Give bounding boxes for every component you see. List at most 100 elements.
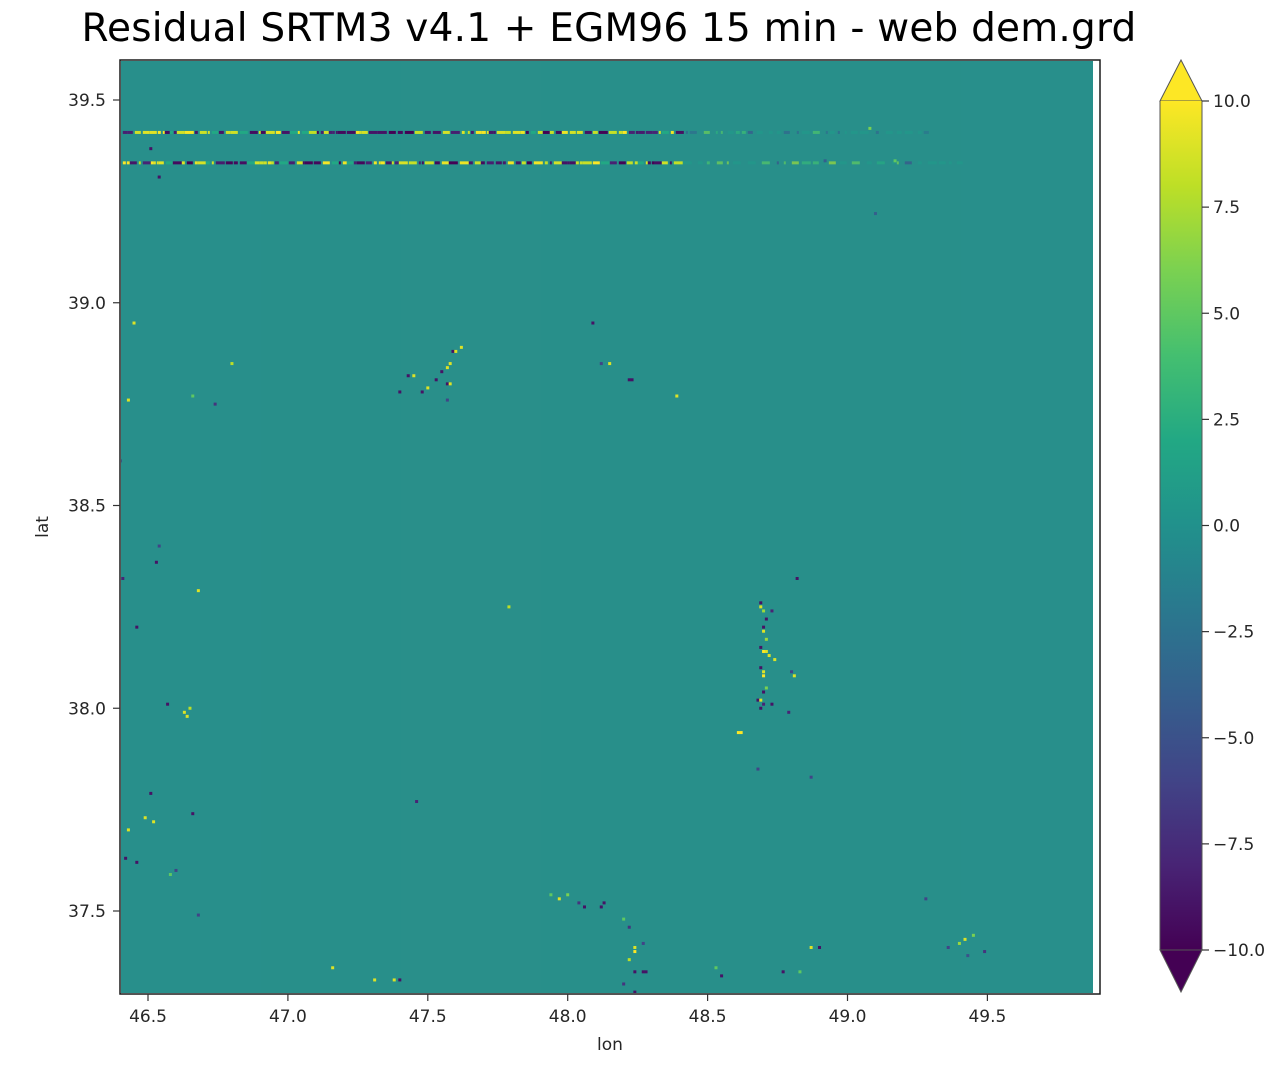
- residual-point: [191, 812, 195, 816]
- residual-point: [633, 945, 637, 949]
- residual-point: [823, 159, 827, 163]
- residual-point: [591, 321, 595, 325]
- residual-point: [818, 945, 822, 949]
- residual-point: [196, 913, 200, 917]
- residual-point: [764, 617, 768, 621]
- residual-point: [154, 560, 158, 564]
- residual-point: [764, 649, 768, 653]
- residual-point: [795, 576, 799, 580]
- residual-points: [121, 126, 987, 993]
- residual-point: [644, 970, 648, 974]
- residual-point: [557, 897, 561, 901]
- residual-point: [627, 925, 631, 929]
- residual-point: [445, 366, 449, 370]
- residual-point: [157, 544, 161, 548]
- residual-point: [759, 601, 763, 605]
- residual-point: [764, 637, 768, 641]
- plot-frame: [119, 59, 1101, 995]
- residual-point: [675, 394, 679, 398]
- colorbar-tick-label: 7.5: [1213, 198, 1240, 218]
- residual-point: [577, 901, 581, 905]
- x-tick-label: 47.0: [269, 1007, 307, 1027]
- residual-point: [412, 374, 416, 378]
- residual-point: [445, 382, 449, 386]
- residual-point: [963, 937, 967, 941]
- y-tick-label: 38.0: [68, 699, 106, 719]
- residual-point: [599, 905, 603, 909]
- residual-point: [759, 698, 763, 702]
- tile-variation: [121, 61, 1093, 993]
- x-tick-label: 49.5: [968, 1007, 1006, 1027]
- residual-point: [762, 690, 766, 694]
- residual-point: [762, 649, 766, 653]
- residual-point: [566, 893, 570, 897]
- residual-point: [398, 978, 402, 982]
- residual-point: [630, 378, 634, 382]
- colorbar-gradient: [1160, 101, 1202, 950]
- residual-point: [781, 970, 785, 974]
- y-tick-label: 39.5: [68, 91, 106, 111]
- x-axis: 46.5 47.0 47.5 48.0 48.5 49.0 49.5: [129, 994, 1006, 1027]
- residual-point: [773, 658, 777, 662]
- residual-point: [126, 828, 130, 832]
- residual-point: [230, 362, 234, 366]
- residual-point: [440, 370, 444, 374]
- chart-title: Residual SRTM3 v4.1 + EGM96 15 min - web…: [81, 6, 1137, 51]
- residual-point: [599, 362, 603, 366]
- residual-point: [798, 970, 802, 974]
- residual-point: [174, 868, 178, 872]
- residual-point: [459, 345, 463, 349]
- residual-point: [770, 702, 774, 706]
- residual-point: [759, 666, 763, 670]
- residual-point: [762, 629, 766, 633]
- residual-point: [641, 941, 645, 945]
- residual-point: [132, 321, 136, 325]
- residual-point: [373, 978, 377, 982]
- residual-point: [182, 710, 186, 714]
- residual-point: [152, 820, 156, 824]
- residual-point: [434, 378, 438, 382]
- residual-point: [868, 126, 872, 130]
- residual-point: [622, 982, 626, 986]
- residual-point: [582, 905, 586, 909]
- residual-point: [946, 945, 950, 949]
- residual-point: [549, 893, 553, 897]
- residual-point: [121, 576, 125, 580]
- residual-point: [451, 349, 455, 353]
- residual-point: [185, 714, 189, 718]
- colorbar-tick-label: 10.0: [1213, 92, 1251, 112]
- residual-point: [633, 950, 637, 954]
- colorbar-tick-label: 0.0: [1213, 517, 1240, 537]
- residual-point: [445, 398, 449, 402]
- residual-point: [622, 917, 626, 921]
- residual-point: [627, 378, 631, 382]
- colorbar-extend-min: [1159, 949, 1203, 994]
- residual-point: [149, 147, 153, 151]
- residual-point: [762, 609, 766, 613]
- residual-point: [809, 775, 813, 779]
- residual-point: [415, 800, 419, 804]
- x-tick-label: 48.5: [689, 1007, 727, 1027]
- y-axis-label: lat: [33, 516, 53, 538]
- residual-point: [770, 609, 774, 613]
- colorbar-tick-label: −5.0: [1213, 729, 1254, 749]
- residual-point: [736, 731, 740, 735]
- residual-point: [792, 674, 796, 678]
- residual-point: [392, 978, 396, 982]
- residual-point: [448, 362, 452, 366]
- y-tick-label: 39.0: [68, 294, 106, 314]
- residual-point: [762, 702, 766, 706]
- residual-point: [143, 816, 147, 820]
- residual-point: [762, 670, 766, 674]
- residual-point: [124, 856, 128, 860]
- residual-point: [762, 674, 766, 678]
- residual-streaks: [122, 130, 963, 165]
- residual-point: [762, 625, 766, 629]
- plot-area: [119, 59, 1101, 995]
- residual-point: [420, 390, 424, 394]
- residual-point: [196, 589, 200, 593]
- residual-point: [893, 159, 897, 163]
- residual-point: [191, 394, 195, 398]
- colorbar-extend-max: [1159, 58, 1203, 102]
- residual-point: [602, 901, 606, 905]
